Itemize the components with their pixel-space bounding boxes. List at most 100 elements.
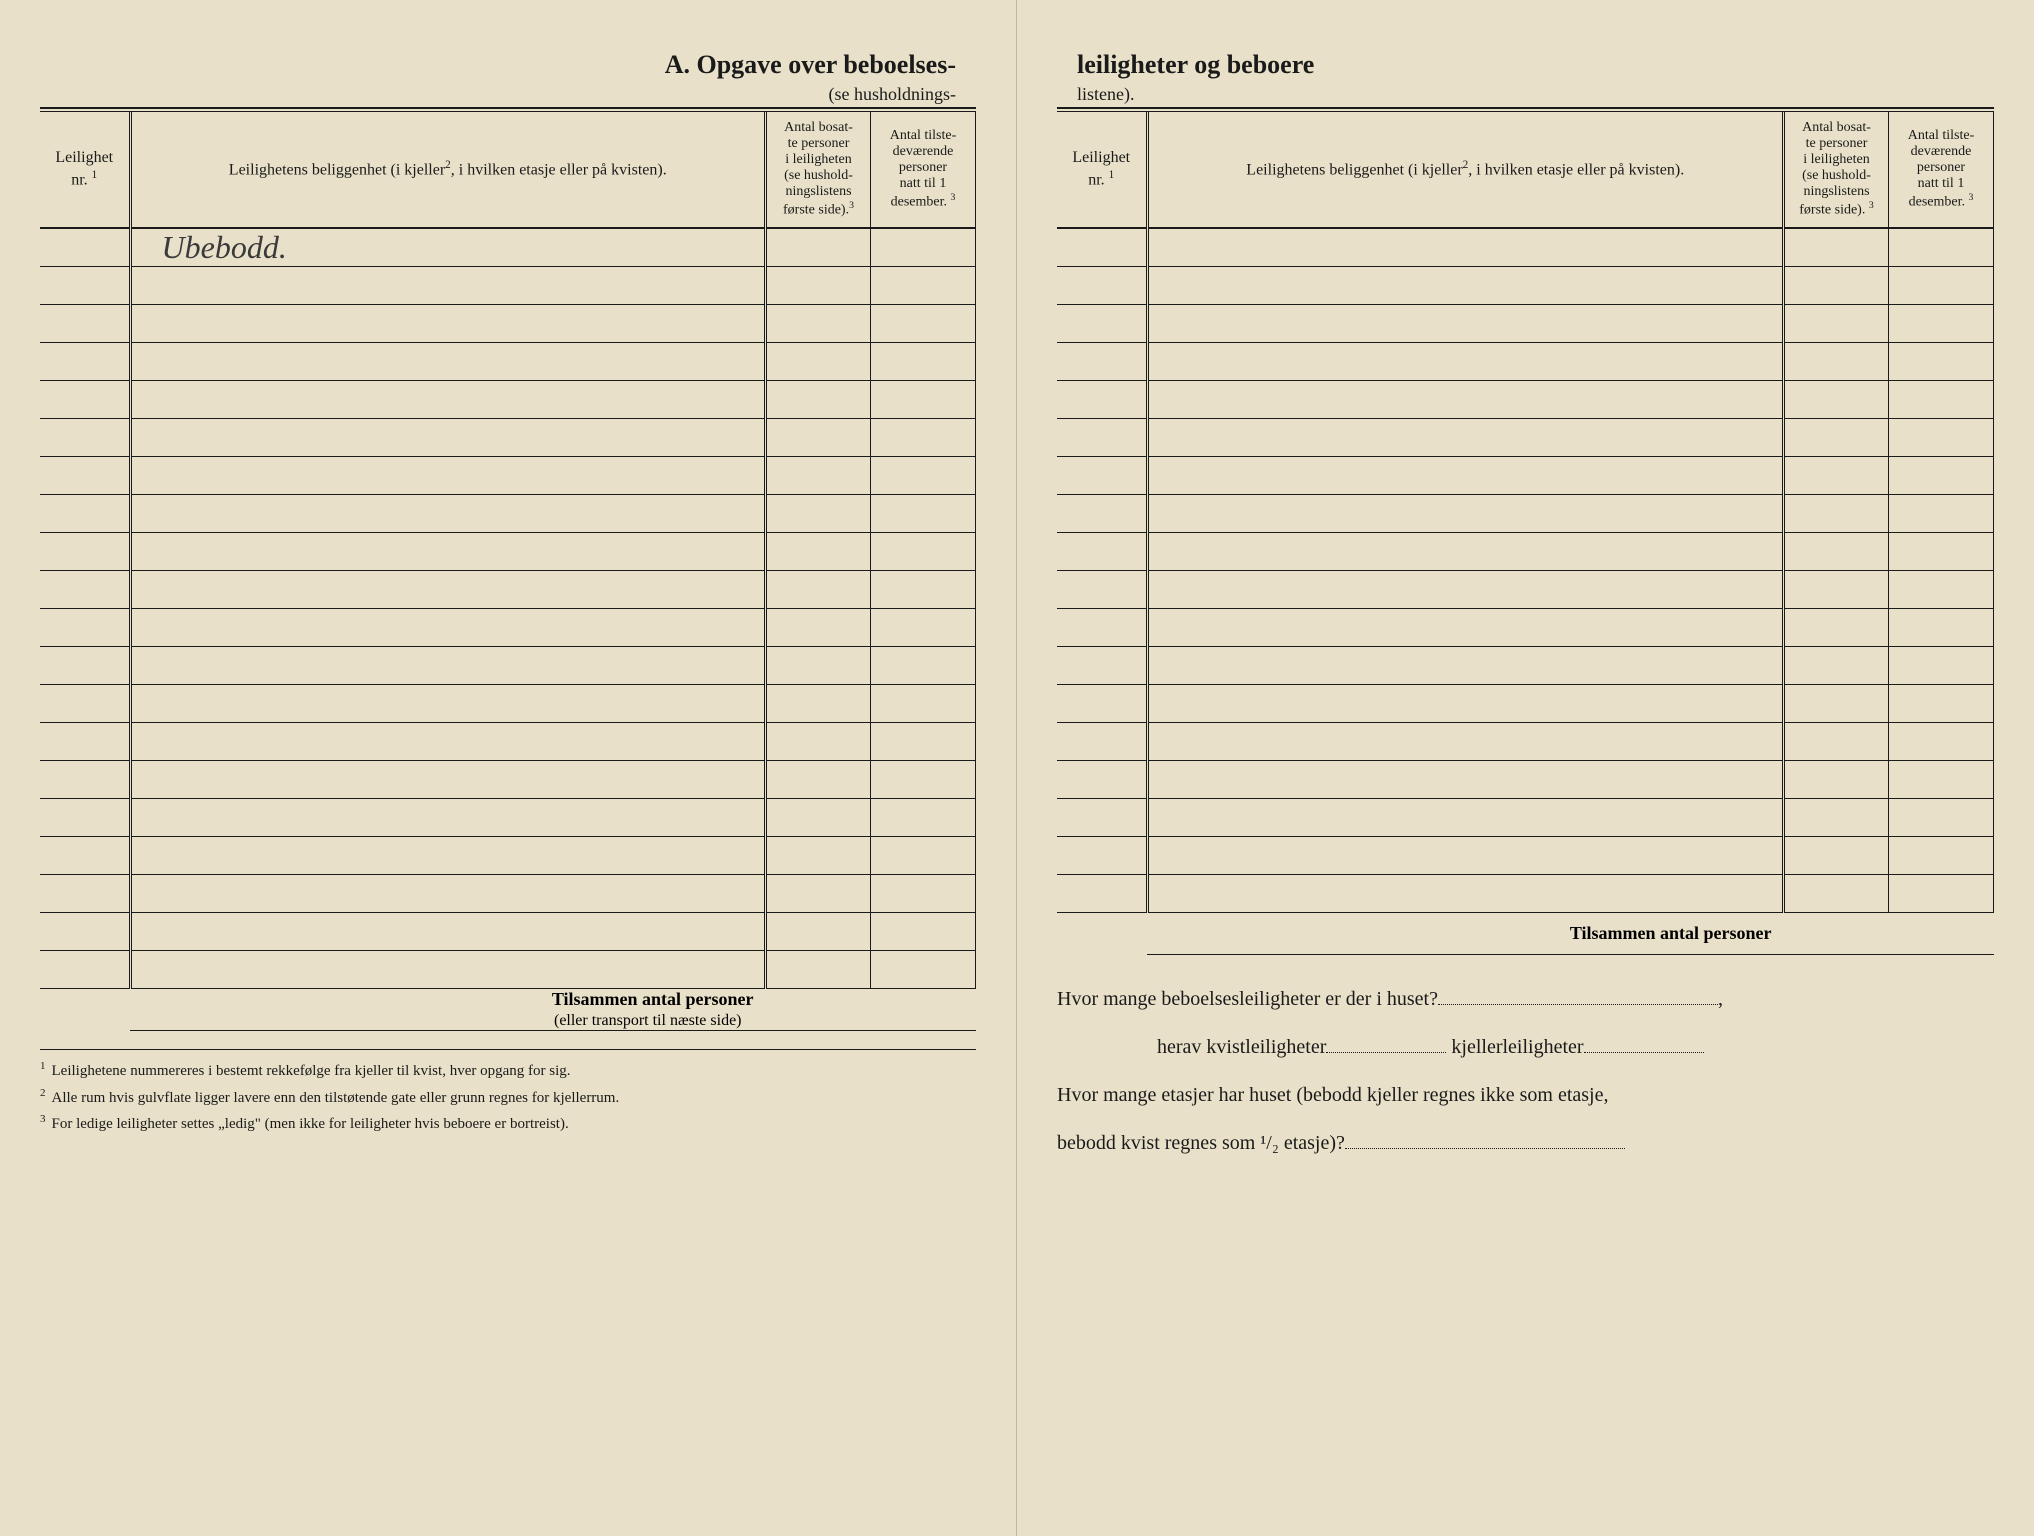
cell-nr: [1057, 494, 1147, 532]
cell-location: [130, 267, 766, 305]
table-row: [40, 647, 976, 685]
cell-col4: [871, 647, 976, 685]
cell-nr: [1057, 380, 1147, 418]
table-row: [40, 951, 976, 989]
cell-location: [130, 571, 766, 609]
cell-col3: [1784, 418, 1889, 456]
cell-location: [1147, 836, 1784, 874]
cell-col4: [1889, 418, 1994, 456]
footnote-2: 2Alle rum hvis gulvflate ligger lavere e…: [40, 1085, 976, 1110]
cell-col4: [871, 609, 976, 647]
cell-col3: [766, 685, 871, 723]
cell-col4: [1889, 798, 1994, 836]
table-row: [1057, 608, 1994, 646]
footnote-3: 3For ledige leiligheter settes „ledig" (…: [40, 1111, 976, 1136]
totals-col4-left: [871, 989, 976, 1031]
cell-col3: [1784, 684, 1889, 722]
header-loc-text1: Leilighetens beliggenhet (i kjeller: [229, 162, 445, 179]
cell-nr: [1057, 874, 1147, 912]
header-col3: Antal bosat- te personer i leiligheten (…: [766, 112, 871, 227]
cell-nr: [1057, 266, 1147, 304]
cell-location: Ubebodd.: [130, 228, 766, 267]
cell-location: [1147, 684, 1784, 722]
cell-location: [130, 761, 766, 799]
title-text-left: A. Opgave over beboelses-: [665, 50, 956, 79]
table-right: Leilighet nr. 1 Leilighetens beliggenhet…: [1057, 112, 1994, 955]
table-row: [1057, 418, 1994, 456]
cell-location: [1147, 760, 1784, 798]
table-row: [40, 495, 976, 533]
cell-col4: [871, 533, 976, 571]
cell-location: [130, 609, 766, 647]
cell-nr: [40, 228, 130, 267]
cell-location: [130, 799, 766, 837]
cell-nr: [1057, 760, 1147, 798]
question-1: Hvor mange beboelsesleiligheter er der i…: [1057, 977, 1994, 1021]
cell-nr: [1057, 304, 1147, 342]
cell-col3: [1784, 304, 1889, 342]
subtitle-left: (se husholdnings-: [40, 84, 976, 105]
question-4: bebodd kvist regnes som ¹/₂ etasje)?: [1057, 1121, 1994, 1165]
cell-location: [1147, 646, 1784, 684]
table-row: [1057, 798, 1994, 836]
cell-location: [1147, 456, 1784, 494]
cell-col3: [766, 571, 871, 609]
table-row: [1057, 874, 1994, 912]
header-nr-sup: 1: [92, 169, 98, 181]
cell-col3: [766, 343, 871, 381]
cell-col4: [871, 685, 976, 723]
cell-location: [1147, 570, 1784, 608]
cell-col4: [871, 723, 976, 761]
cell-nr: [40, 571, 130, 609]
cell-nr: [1057, 798, 1147, 836]
cell-col3: [766, 913, 871, 951]
cell-nr: [1057, 646, 1147, 684]
cell-location: [1147, 874, 1784, 912]
cell-nr: [40, 799, 130, 837]
title-left: A. Opgave over beboelses-: [40, 50, 976, 80]
cell-location: [1147, 342, 1784, 380]
footnote-1: 1Leilighetene nummereres i bestemt rekke…: [40, 1058, 976, 1083]
cell-nr: [40, 685, 130, 723]
cell-col4: [871, 457, 976, 495]
cell-col3: [766, 457, 871, 495]
cell-col4: [871, 228, 976, 267]
cell-location: [130, 951, 766, 989]
table-row: [40, 609, 976, 647]
table-row: [1057, 304, 1994, 342]
table-row: [1057, 570, 1994, 608]
cell-col4: [871, 761, 976, 799]
table-row: [1057, 456, 1994, 494]
cell-col4: [1889, 760, 1994, 798]
cell-nr: [40, 305, 130, 343]
cell-location: [1147, 798, 1784, 836]
cell-col3: [766, 267, 871, 305]
left-page: A. Opgave over beboelses- (se husholdnin…: [0, 0, 1017, 1536]
cell-col4: [1889, 608, 1994, 646]
questions: Hvor mange beboelsesleiligheter er der i…: [1057, 977, 1994, 1165]
table-row: [40, 533, 976, 571]
totals-label-left: Tilsammen antal personer (eller transpor…: [130, 989, 766, 1031]
cell-nr: [40, 761, 130, 799]
table-row: [40, 267, 976, 305]
cell-location: [1147, 418, 1784, 456]
table-row: [40, 875, 976, 913]
header-nr: Leilighet nr. 1: [40, 112, 130, 227]
table-row: [40, 419, 976, 457]
cell-col3: [1784, 266, 1889, 304]
cell-col4: [1889, 532, 1994, 570]
cell-col3: [766, 799, 871, 837]
totals-label-right: Tilsammen antal personer: [1147, 912, 1784, 954]
cell-location: [130, 723, 766, 761]
cell-col3: [1784, 494, 1889, 532]
cell-nr: [40, 913, 130, 951]
table-row: [1057, 228, 1994, 266]
cell-col3: [766, 875, 871, 913]
cell-location: [130, 495, 766, 533]
cell-nr: [1057, 722, 1147, 760]
cell-col4: [871, 875, 976, 913]
table-row: [1057, 342, 1994, 380]
table-row: [1057, 380, 1994, 418]
cell-nr: [1057, 228, 1147, 266]
cell-col3: [766, 305, 871, 343]
